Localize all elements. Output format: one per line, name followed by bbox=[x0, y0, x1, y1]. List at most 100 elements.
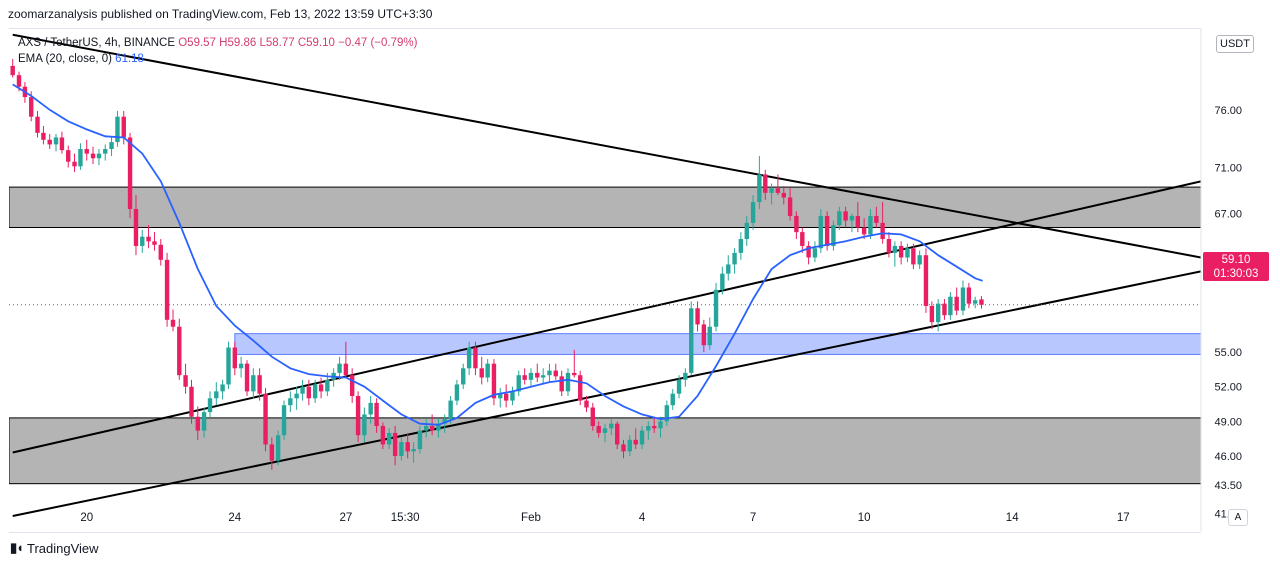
candle-body bbox=[818, 215, 824, 249]
currency-button[interactable]: USDT bbox=[1216, 35, 1254, 53]
candle bbox=[349, 368, 355, 403]
descending-trendline[interactable] bbox=[12, 33, 1201, 259]
candle bbox=[170, 309, 176, 332]
candle bbox=[794, 211, 799, 240]
candle bbox=[405, 432, 410, 459]
candle bbox=[775, 174, 781, 196]
candle bbox=[602, 423, 608, 443]
legend-ema-label[interactable]: EMA (20, close, 0) bbox=[18, 53, 112, 65]
candle-body bbox=[689, 308, 694, 373]
candle bbox=[763, 169, 768, 200]
candle-body bbox=[454, 384, 460, 401]
candle bbox=[510, 386, 515, 406]
candle-body bbox=[966, 287, 972, 304]
tradingview-logo-icon: ▮◖ bbox=[10, 540, 24, 555]
candle-body bbox=[263, 393, 268, 445]
candle bbox=[146, 225, 151, 249]
candle-body bbox=[615, 423, 620, 445]
legend-change: −0.47 (−0.79%) bbox=[338, 37, 418, 49]
candle bbox=[158, 239, 163, 266]
candle-body bbox=[306, 386, 312, 399]
candle bbox=[528, 368, 534, 387]
candle-body bbox=[78, 149, 83, 167]
candle-body bbox=[121, 116, 126, 138]
candle-body bbox=[368, 402, 373, 415]
candle bbox=[263, 387, 268, 452]
candle bbox=[424, 419, 429, 438]
candle-body bbox=[935, 303, 941, 323]
auto-scale-button[interactable]: A bbox=[1228, 509, 1248, 526]
candle-body bbox=[220, 384, 225, 392]
candle bbox=[244, 360, 250, 396]
candle bbox=[843, 206, 848, 228]
time-tick-label: 7 bbox=[750, 512, 756, 524]
candle-body bbox=[905, 248, 910, 258]
candle-body bbox=[522, 375, 527, 380]
candle bbox=[498, 387, 503, 408]
candle-body bbox=[380, 425, 386, 445]
candle bbox=[59, 131, 65, 154]
candle-body bbox=[720, 273, 725, 290]
candle-body bbox=[794, 215, 799, 233]
candle bbox=[948, 292, 953, 320]
legend-low: L58.77 bbox=[259, 37, 295, 49]
candle-body bbox=[232, 347, 238, 369]
candle bbox=[855, 202, 861, 233]
price-tick-label: 55.00 bbox=[1214, 347, 1242, 359]
candle-body bbox=[510, 391, 515, 401]
candle bbox=[47, 134, 52, 150]
demand-zone[interactable] bbox=[234, 333, 1201, 355]
candle bbox=[461, 363, 466, 390]
candle-body bbox=[498, 393, 503, 399]
tradingview-brand[interactable]: ▮◖ TradingView bbox=[10, 540, 99, 556]
ema20-line bbox=[12, 83, 983, 426]
price-tick-label: 43.50 bbox=[1214, 480, 1242, 492]
candle bbox=[479, 356, 484, 385]
candle bbox=[898, 241, 904, 265]
candle bbox=[738, 232, 744, 260]
candle bbox=[41, 125, 46, 145]
candle bbox=[201, 407, 207, 438]
candle bbox=[399, 437, 404, 461]
candle-body bbox=[590, 407, 595, 426]
candle-body bbox=[979, 299, 984, 305]
candle-body bbox=[695, 308, 700, 325]
candle-body bbox=[417, 430, 423, 450]
candle-body bbox=[312, 384, 318, 399]
candle-body bbox=[738, 239, 744, 253]
price-tick-label: 71.00 bbox=[1214, 162, 1242, 174]
candle bbox=[189, 379, 194, 424]
time-tick-label: 24 bbox=[228, 512, 241, 524]
candle bbox=[72, 153, 77, 173]
candle-body bbox=[775, 188, 781, 193]
candle-body bbox=[911, 248, 916, 265]
candle bbox=[318, 377, 324, 399]
candle bbox=[368, 395, 373, 424]
candle-body bbox=[72, 161, 77, 167]
candle bbox=[90, 146, 96, 165]
candle bbox=[892, 241, 898, 267]
candle-body bbox=[244, 363, 250, 392]
candle bbox=[868, 209, 873, 240]
candle-body bbox=[16, 75, 22, 87]
legend-ema-row: EMA (20, close, 0) 61.18 bbox=[18, 51, 417, 67]
candle-body bbox=[133, 209, 139, 246]
legend-symbol[interactable]: AXS / TetherUS, 4h, BINANCE bbox=[18, 37, 176, 49]
candle-body bbox=[917, 255, 922, 265]
candle-body bbox=[627, 439, 633, 452]
candle-body bbox=[812, 248, 818, 258]
legend-symbol-row: AXS / TetherUS, 4h, BINANCE O59.57 H59.8… bbox=[18, 35, 417, 51]
candle-body bbox=[343, 363, 349, 376]
candle-body bbox=[103, 149, 108, 154]
candle bbox=[306, 379, 312, 406]
channel-lower-line[interactable] bbox=[12, 270, 1201, 517]
legend-close: C59.10 bbox=[297, 37, 335, 49]
candle-body bbox=[602, 428, 608, 433]
candle-body bbox=[652, 425, 657, 429]
candle-body bbox=[503, 393, 509, 401]
candle-body bbox=[146, 236, 151, 242]
candle-body bbox=[115, 116, 120, 143]
candle-body bbox=[318, 384, 324, 392]
candle-body bbox=[238, 363, 244, 369]
